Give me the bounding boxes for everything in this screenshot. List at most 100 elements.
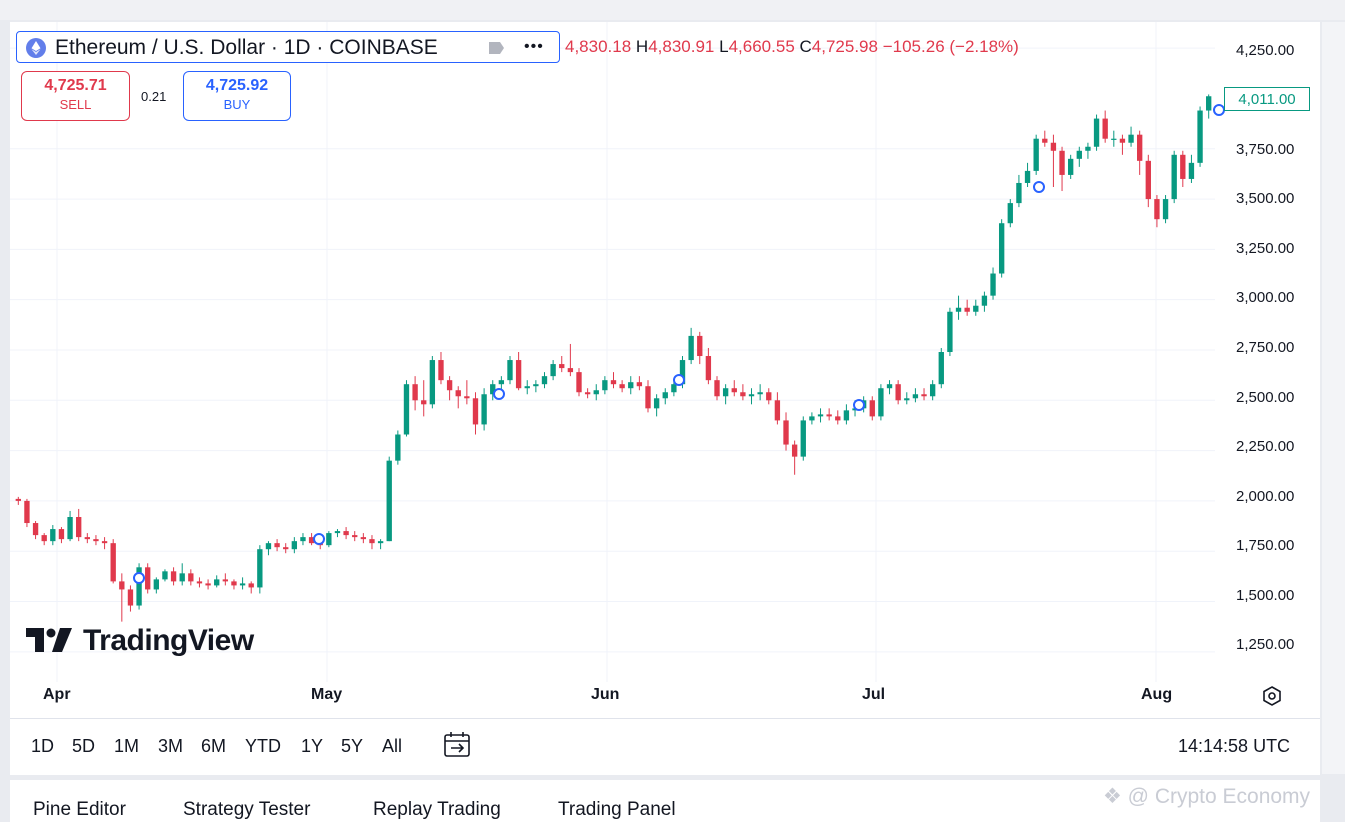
candle[interactable] <box>541 372 548 389</box>
candle[interactable] <box>800 416 806 461</box>
clock-timezone[interactable]: 14:14:58 UTC <box>1178 736 1291 756</box>
tab-trading-panel[interactable]: Trading Panel <box>558 799 676 820</box>
candle[interactable] <box>1145 154 1151 208</box>
candle[interactable] <box>645 380 651 413</box>
timeframe-5y[interactable]: 5Y <box>341 736 364 756</box>
candle[interactable] <box>145 563 151 594</box>
candle[interactable] <box>429 356 436 409</box>
timeframe-5d[interactable]: 5D <box>72 736 96 756</box>
candle[interactable] <box>326 531 332 548</box>
candle[interactable] <box>653 394 660 417</box>
candle[interactable] <box>352 531 358 542</box>
candle[interactable] <box>998 219 1005 278</box>
candle[interactable] <box>955 295 962 320</box>
candle[interactable] <box>662 388 668 405</box>
candle[interactable] <box>1016 174 1022 208</box>
candle[interactable] <box>222 573 229 586</box>
tab-pine-editor[interactable]: Pine Editor <box>33 799 126 820</box>
candle[interactable] <box>188 569 194 586</box>
candle[interactable] <box>1007 199 1013 228</box>
buy-button[interactable]: 4,725.92 BUY <box>183 71 291 121</box>
candle[interactable] <box>791 440 798 475</box>
tab-strategy-tester[interactable]: Strategy Tester <box>183 799 311 820</box>
candle[interactable] <box>878 384 884 421</box>
candle[interactable] <box>119 573 125 622</box>
candle[interactable] <box>196 577 203 588</box>
event-marker[interactable] <box>493 388 505 400</box>
candle[interactable] <box>766 388 772 405</box>
candle[interactable] <box>1024 162 1031 187</box>
candle[interactable] <box>395 430 401 465</box>
candle[interactable] <box>464 380 470 405</box>
candle[interactable] <box>843 404 850 425</box>
candle[interactable] <box>214 575 220 588</box>
candle[interactable] <box>153 577 160 594</box>
candle[interactable] <box>438 352 444 385</box>
candle[interactable] <box>524 380 530 395</box>
candle[interactable] <box>455 386 461 409</box>
candle[interactable] <box>705 347 712 385</box>
candle[interactable] <box>76 508 82 542</box>
symbol-header[interactable]: Ethereum / U.S. Dollar · 1D · COINBASE •… <box>16 31 560 63</box>
more-options-icon[interactable]: ••• <box>524 38 544 55</box>
candle[interactable] <box>1119 134 1126 155</box>
event-marker[interactable] <box>853 399 865 411</box>
candle[interactable] <box>369 535 375 550</box>
candle[interactable] <box>15 496 21 505</box>
candle[interactable] <box>1059 146 1065 192</box>
candle[interactable] <box>1085 142 1091 159</box>
candle[interactable] <box>1188 154 1195 183</box>
candle[interactable] <box>1067 154 1074 179</box>
tradingview-logo[interactable]: TradingView <box>26 624 254 659</box>
candle[interactable] <box>1111 130 1117 147</box>
candle[interactable] <box>567 343 574 377</box>
candle[interactable] <box>93 535 99 546</box>
candle[interactable] <box>50 525 56 546</box>
candle[interactable] <box>257 545 263 594</box>
candle[interactable] <box>757 384 763 401</box>
candle[interactable] <box>722 384 729 405</box>
timeframe-all[interactable]: All <box>382 736 403 756</box>
timeframe-1d[interactable]: 1D <box>31 736 55 756</box>
candle[interactable] <box>498 376 505 391</box>
candle[interactable] <box>1076 146 1082 167</box>
candle[interactable] <box>334 529 341 538</box>
candle[interactable] <box>964 299 970 316</box>
candle[interactable] <box>1128 126 1134 147</box>
candle[interactable] <box>41 533 47 546</box>
timeframe-1y[interactable]: 1Y <box>301 736 324 756</box>
candle[interactable] <box>981 291 988 312</box>
event-marker[interactable] <box>1033 181 1045 193</box>
candle[interactable] <box>584 388 591 399</box>
candle[interactable] <box>886 380 893 395</box>
candle[interactable] <box>481 388 487 431</box>
candle[interactable] <box>1162 195 1169 224</box>
candle[interactable] <box>490 380 496 401</box>
candle[interactable] <box>593 384 599 401</box>
candle[interactable] <box>869 396 875 421</box>
candle[interactable] <box>774 392 781 425</box>
candle[interactable] <box>472 392 479 435</box>
candle[interactable] <box>291 537 298 554</box>
candle[interactable] <box>973 299 979 316</box>
event-marker[interactable] <box>673 374 685 386</box>
candle[interactable] <box>921 388 927 401</box>
candle[interactable] <box>748 388 755 405</box>
candle[interactable] <box>136 563 142 610</box>
candle[interactable] <box>58 527 65 544</box>
candle[interactable] <box>300 533 306 546</box>
candle[interactable] <box>1137 130 1143 175</box>
candle[interactable] <box>904 392 910 405</box>
candle[interactable] <box>239 577 246 590</box>
timeframe-1m[interactable]: 1M <box>114 736 140 756</box>
candle[interactable] <box>308 533 315 546</box>
candle[interactable] <box>1050 134 1057 187</box>
candle[interactable] <box>24 498 30 528</box>
symbol-title[interactable]: Ethereum / U.S. Dollar · 1D · COINBASE <box>55 36 438 59</box>
candle[interactable] <box>740 384 746 401</box>
candle[interactable] <box>377 539 384 550</box>
candle[interactable] <box>610 372 617 389</box>
candle[interactable] <box>162 569 168 582</box>
candle[interactable] <box>84 533 90 544</box>
candle[interactable] <box>231 579 237 590</box>
